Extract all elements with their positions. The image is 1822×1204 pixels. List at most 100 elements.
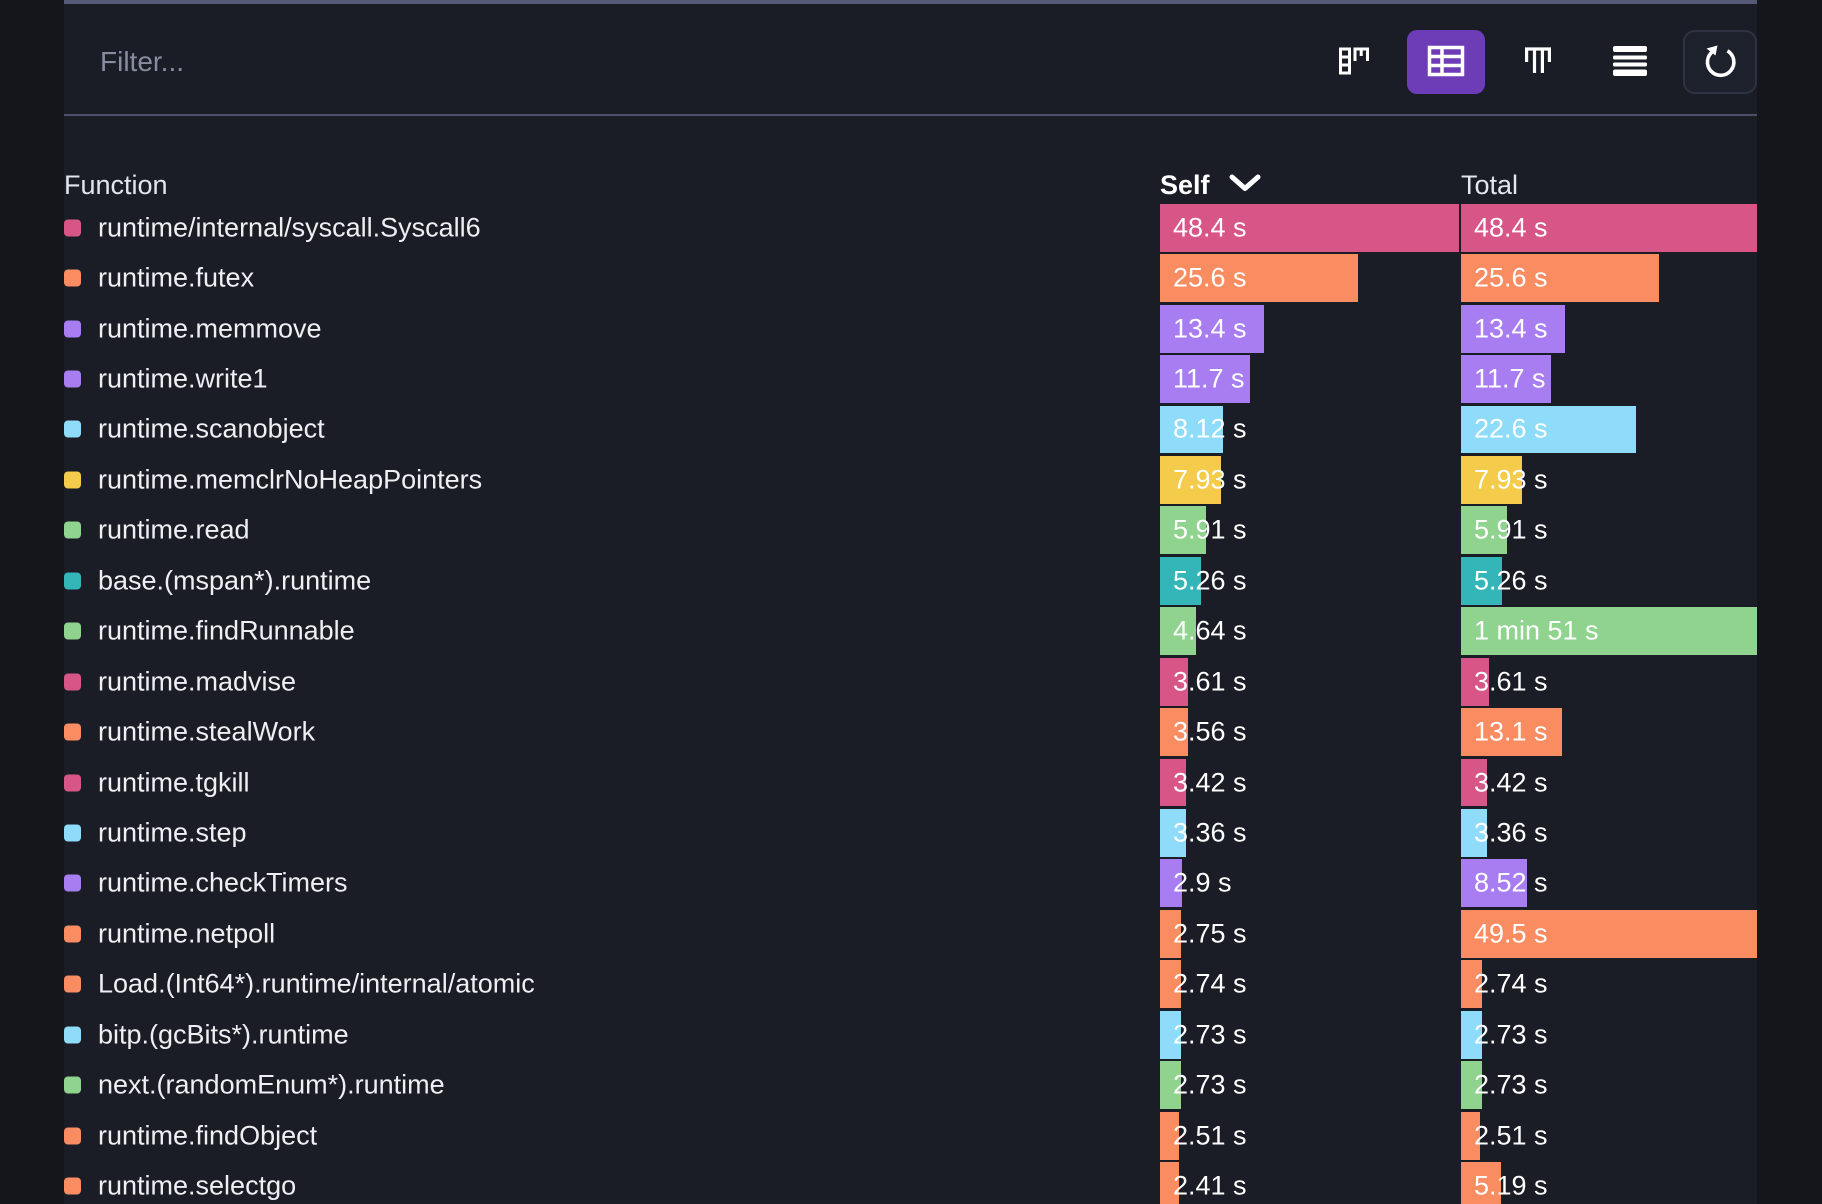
self-time-bar [1160, 203, 1459, 252]
total-time-label: 5.26 s [1474, 565, 1548, 596]
total-time-bar [1461, 909, 1757, 958]
self-time-cell: 25.6 s [1160, 254, 1459, 303]
function-color-swatch [64, 874, 81, 892]
function-row[interactable]: runtime.selectgo 2.41 s 5.19 s [64, 1161, 1757, 1204]
total-time-cell: 5.19 s [1461, 1162, 1757, 1204]
icicle-icon [1523, 46, 1553, 78]
function-row[interactable]: runtime.write1 11.7 s 11.7 s [64, 354, 1757, 404]
function-row[interactable]: bitp.(gcBits*).runtime 2.73 s 2.73 s [64, 1010, 1757, 1060]
total-time-label: 13.4 s [1474, 313, 1548, 344]
total-time-label: 11.7 s [1474, 363, 1546, 394]
function-name: runtime.checkTimers [98, 867, 348, 898]
total-time-bar [1461, 455, 1523, 504]
total-time-label: 2.73 s [1474, 1069, 1548, 1100]
total-time-cell: 2.74 s [1461, 960, 1757, 1009]
function-name: runtime.stealWork [98, 716, 316, 747]
function-row[interactable]: runtime.read 5.91 s 5.91 s [64, 505, 1757, 555]
total-time-bar [1461, 1010, 1483, 1059]
self-time-bar [1160, 405, 1223, 454]
function-row[interactable]: Load.(Int64*).runtime/internal/atomic 2.… [64, 959, 1757, 1009]
column-header-self[interactable]: Self [1160, 163, 1263, 208]
total-time-label: 49.5 s [1474, 918, 1548, 949]
function-color-swatch [64, 370, 81, 388]
function-name: Load.(Int64*).runtime/internal/atomic [98, 968, 535, 999]
function-name: runtime/internal/syscall.Syscall6 [98, 212, 481, 243]
toolbar-divider [64, 114, 1757, 116]
self-time-cell: 2.74 s [1160, 960, 1459, 1009]
left-heavy-view-button[interactable] [1315, 30, 1393, 94]
total-time-label: 3.36 s [1474, 817, 1548, 848]
self-time-cell: 2.73 s [1160, 1010, 1459, 1059]
total-time-label: 5.19 s [1474, 1170, 1548, 1201]
self-time-bar [1160, 506, 1206, 555]
column-header-total[interactable]: Total [1461, 170, 1519, 200]
self-time-cell: 2.9 s [1160, 859, 1459, 908]
function-row[interactable]: runtime.scanobject 8.12 s 22.6 s [64, 404, 1757, 454]
total-time-bar [1461, 1061, 1483, 1110]
function-row[interactable]: runtime.tgkill 3.42 s 3.42 s [64, 757, 1757, 807]
function-row[interactable]: runtime.step 3.36 s 3.36 s [64, 808, 1757, 858]
function-color-swatch [64, 219, 81, 237]
total-time-cell: 5.91 s [1461, 506, 1757, 555]
total-time-cell: 8.52 s [1461, 859, 1757, 908]
chevron-down-icon [1227, 170, 1263, 201]
function-color-swatch [64, 572, 81, 590]
function-row[interactable]: runtime.checkTimers 2.9 s 8.52 s [64, 858, 1757, 908]
function-name: runtime.selectgo [98, 1170, 297, 1201]
total-time-bar [1461, 405, 1636, 454]
function-name: runtime.madvise [98, 666, 297, 697]
total-time-bar [1461, 859, 1527, 908]
function-row[interactable]: runtime.memclrNoHeapPointers 7.93 s 7.93… [64, 455, 1757, 505]
self-time-bar [1160, 1010, 1182, 1059]
self-time-label: 3.56 s [1173, 716, 1247, 747]
total-time-label: 7.93 s [1474, 464, 1548, 495]
function-row[interactable]: next.(randomEnum*).runtime 2.73 s 2.73 s [64, 1060, 1757, 1110]
total-time-label: 3.42 s [1474, 767, 1548, 798]
function-color-swatch [64, 471, 81, 489]
total-time-cell: 13.1 s [1461, 708, 1757, 757]
function-name: bitp.(gcBits*).runtime [98, 1019, 349, 1050]
function-row[interactable]: base.(mspan*).runtime 5.26 s 5.26 s [64, 556, 1757, 606]
total-time-bar [1461, 304, 1565, 353]
function-color-swatch [64, 269, 81, 287]
self-time-bar [1160, 960, 1182, 1009]
filter-input[interactable] [98, 32, 602, 92]
total-time-label: 1 min 51 s [1474, 615, 1599, 646]
self-time-cell: 5.91 s [1160, 506, 1459, 555]
function-name: next.(randomEnum*).runtime [98, 1069, 445, 1100]
self-time-cell: 11.7 s [1160, 355, 1459, 403]
function-row[interactable]: runtime.futex 25.6 s 25.6 s [64, 253, 1757, 303]
self-time-label: 3.42 s [1173, 767, 1247, 798]
total-time-bar [1461, 607, 1757, 656]
function-row[interactable]: runtime.netpoll 2.75 s 49.5 s [64, 909, 1757, 959]
function-name: runtime.tgkill [98, 767, 250, 798]
time-order-view-button[interactable] [1499, 30, 1577, 94]
function-row[interactable]: runtime/internal/syscall.Syscall6 48.4 s… [64, 203, 1757, 253]
function-row[interactable]: runtime.stealWork 3.56 s 13.1 s [64, 707, 1757, 757]
self-time-cell: 3.61 s [1160, 657, 1459, 706]
self-time-bar [1160, 758, 1187, 807]
function-color-swatch [64, 975, 81, 993]
reset-button[interactable] [1683, 30, 1757, 94]
total-time-bar [1461, 657, 1489, 706]
total-time-bar [1461, 203, 1757, 252]
function-row[interactable]: runtime.findRunnable 4.64 s 1 min 51 s [64, 606, 1757, 656]
self-time-cell: 3.36 s [1160, 809, 1459, 857]
self-time-bar [1160, 657, 1188, 706]
total-time-label: 3.61 s [1474, 666, 1548, 697]
function-row[interactable]: runtime.madvise 3.61 s 3.61 s [64, 656, 1757, 706]
function-row[interactable]: runtime.memmove 13.4 s 13.4 s [64, 303, 1757, 353]
self-time-cell: 3.56 s [1160, 708, 1459, 757]
self-time-label: 11.7 s [1173, 363, 1245, 394]
total-time-cell: 2.51 s [1461, 1111, 1757, 1160]
total-time-cell: 1 min 51 s [1461, 607, 1757, 656]
function-color-swatch [64, 1177, 81, 1195]
total-time-label: 5.91 s [1474, 514, 1548, 545]
sandwich-view-button[interactable] [1591, 30, 1669, 94]
total-time-label: 13.1 s [1474, 716, 1548, 747]
function-row[interactable]: runtime.findObject 2.51 s 2.51 s [64, 1110, 1757, 1160]
total-time-cell: 22.6 s [1461, 405, 1757, 454]
self-time-bar [1160, 304, 1264, 353]
function-color-swatch [64, 1076, 81, 1094]
table-view-button[interactable] [1407, 30, 1485, 94]
